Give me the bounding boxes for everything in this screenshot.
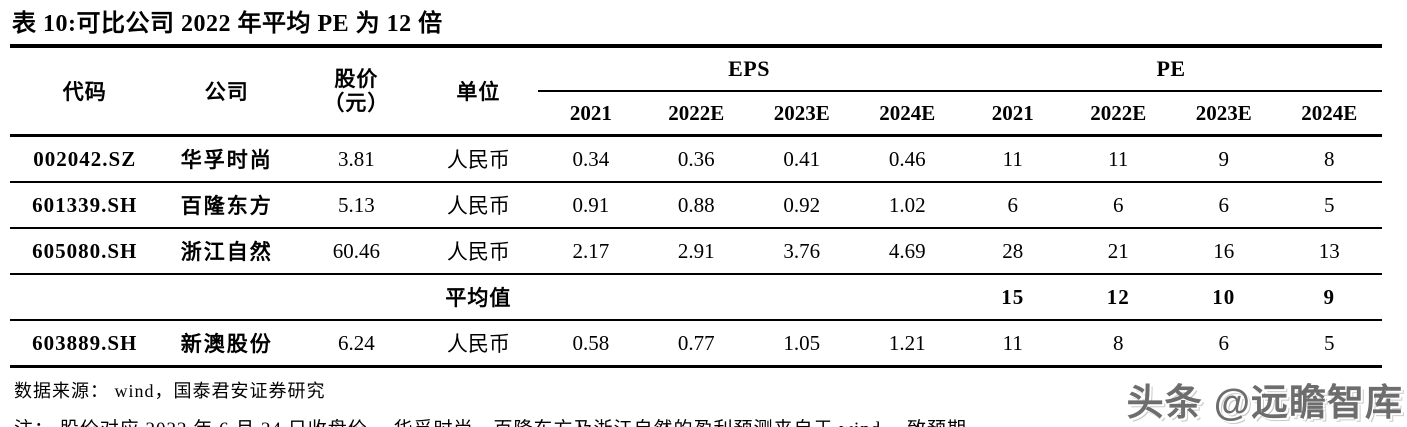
cell-eps-2022e: 0.77 bbox=[643, 320, 750, 368]
cell-empty bbox=[854, 274, 961, 321]
cell-pe-2021: 11 bbox=[960, 135, 1066, 183]
header-eps-2023e: 2023E bbox=[749, 91, 855, 137]
header-pe-2022e: 2022E bbox=[1065, 91, 1171, 137]
cell-eps-2023e: 1.05 bbox=[749, 320, 855, 368]
watermark: 头条 @远瞻智库 bbox=[1126, 382, 1403, 423]
header-eps-2021: 2021 bbox=[538, 91, 644, 137]
cell-price: 6.24 bbox=[293, 320, 419, 368]
cell-pe-2024e: 5 bbox=[1276, 320, 1382, 368]
title-rule bbox=[10, 44, 1382, 48]
cell-eps-2023e: 0.41 bbox=[749, 135, 855, 183]
cell-price: 5.13 bbox=[293, 182, 419, 229]
cell-eps-2024e: 1.21 bbox=[854, 320, 961, 368]
header-eps-2024e: 2024E bbox=[854, 91, 961, 137]
header-pe-2023e: 2023E bbox=[1170, 91, 1277, 137]
header-unit: 单位 bbox=[418, 48, 539, 137]
table-row-605080sh: 605080.SH 浙江自然 60.46 人民币 2.17 2.91 3.76 … bbox=[10, 228, 1382, 275]
cell-pe-2023e: 16 bbox=[1170, 228, 1277, 275]
cell-empty bbox=[10, 274, 160, 321]
cell-code: 603889.SH bbox=[10, 320, 160, 368]
cell-pe-2022e: 6 bbox=[1065, 182, 1171, 229]
header-pe-2024e: 2024E bbox=[1276, 91, 1382, 137]
header-year-row: 2021 2022E 2023E 2024E 2021 2022E 2023E … bbox=[10, 91, 1382, 137]
cell-pe-2024e: 5 bbox=[1276, 182, 1382, 229]
header-pe-group: PE bbox=[960, 48, 1382, 92]
cell-avg-pe-2024e: 9 bbox=[1276, 274, 1382, 321]
cell-empty bbox=[293, 274, 419, 321]
cell-unit: 人民币 bbox=[418, 228, 539, 275]
cell-eps-2024e: 0.46 bbox=[854, 135, 961, 183]
cell-pe-2021: 6 bbox=[960, 182, 1066, 229]
header-eps-2022e: 2022E bbox=[643, 91, 750, 137]
cell-avg-pe-2022e: 12 bbox=[1065, 274, 1171, 321]
cell-pe-2024e: 8 bbox=[1276, 135, 1382, 183]
header-price-line2: （元） bbox=[323, 91, 390, 115]
cell-eps-2021: 0.91 bbox=[538, 182, 644, 229]
cell-eps-2021: 0.34 bbox=[538, 135, 644, 183]
report-table-section: 表 10:可比公司 2022 年平均 PE 为 12 倍 代码 公司 股价 （元… bbox=[10, 0, 1382, 427]
cell-pe-2023e: 6 bbox=[1170, 320, 1277, 368]
cell-empty bbox=[159, 274, 294, 321]
cell-pe-2022e: 8 bbox=[1065, 320, 1171, 368]
header-price: 股价 （元） bbox=[293, 48, 419, 137]
table-row-002042sz: 002042.SZ 华孚时尚 3.81 人民币 0.34 0.36 0.41 0… bbox=[10, 135, 1382, 183]
footnote: 注： 股价对应 2022 年 6 月 24 日收盘价， 华孚时尚、百隆东方及浙江… bbox=[10, 414, 1382, 427]
cell-unit: 人民币 bbox=[418, 182, 539, 229]
comparable-companies-table: 代码 公司 股价 （元） 单位 EPS PE 2021 2022E 2023E … bbox=[10, 48, 1382, 368]
cell-pe-2022e: 11 bbox=[1065, 135, 1171, 183]
header-price-line1: 股价 bbox=[334, 67, 379, 91]
cell-pe-2021: 11 bbox=[960, 320, 1066, 368]
header-group-row: 代码 公司 股价 （元） 单位 EPS PE bbox=[10, 48, 1382, 137]
cell-code: 002042.SZ bbox=[10, 135, 160, 183]
cell-pe-2022e: 21 bbox=[1065, 228, 1171, 275]
cell-code: 601339.SH bbox=[10, 182, 160, 229]
cell-eps-2024e: 4.69 bbox=[854, 228, 961, 275]
cell-eps-2021: 0.58 bbox=[538, 320, 644, 368]
cell-empty bbox=[643, 274, 750, 321]
cell-price: 3.81 bbox=[293, 135, 419, 183]
cell-unit: 人民币 bbox=[418, 320, 539, 368]
cell-eps-2024e: 1.02 bbox=[854, 182, 961, 229]
table-row-603889sh: 603889.SH 新澳股份 6.24 人民币 0.58 0.77 1.05 1… bbox=[10, 320, 1382, 368]
cell-empty bbox=[749, 274, 855, 321]
cell-pe-2021: 28 bbox=[960, 228, 1066, 275]
table-row-average: 平均值 15 12 10 9 bbox=[10, 274, 1382, 321]
cell-code: 605080.SH bbox=[10, 228, 160, 275]
cell-eps-2023e: 0.92 bbox=[749, 182, 855, 229]
cell-average-label: 平均值 bbox=[418, 274, 539, 321]
cell-pe-2024e: 13 bbox=[1276, 228, 1382, 275]
cell-company: 百隆东方 bbox=[159, 182, 294, 229]
header-code: 代码 bbox=[10, 48, 160, 137]
cell-avg-pe-2021: 15 bbox=[960, 274, 1066, 321]
cell-eps-2023e: 3.76 bbox=[749, 228, 855, 275]
table-row-601339sh: 601339.SH 百隆东方 5.13 人民币 0.91 0.88 0.92 1… bbox=[10, 182, 1382, 229]
cell-eps-2021: 2.17 bbox=[538, 228, 644, 275]
data-source-note: 数据来源： wind，国泰君安证券研究 bbox=[14, 381, 326, 401]
header-company: 公司 bbox=[159, 48, 294, 137]
table-title: 表 10:可比公司 2022 年平均 PE 为 12 倍 bbox=[12, 11, 443, 37]
cell-avg-pe-2023e: 10 bbox=[1170, 274, 1277, 321]
header-pe-2021: 2021 bbox=[960, 91, 1066, 137]
cell-company: 浙江自然 bbox=[159, 228, 294, 275]
cell-company: 华孚时尚 bbox=[159, 135, 294, 183]
cell-empty bbox=[538, 274, 644, 321]
header-eps-group: EPS bbox=[538, 48, 961, 92]
cell-eps-2022e: 0.36 bbox=[643, 135, 750, 183]
cell-company: 新澳股份 bbox=[159, 320, 294, 368]
cell-pe-2023e: 6 bbox=[1170, 182, 1277, 229]
cell-pe-2023e: 9 bbox=[1170, 135, 1277, 183]
cell-eps-2022e: 2.91 bbox=[643, 228, 750, 275]
cell-eps-2022e: 0.88 bbox=[643, 182, 750, 229]
cell-price: 60.46 bbox=[293, 228, 419, 275]
cell-unit: 人民币 bbox=[418, 135, 539, 183]
